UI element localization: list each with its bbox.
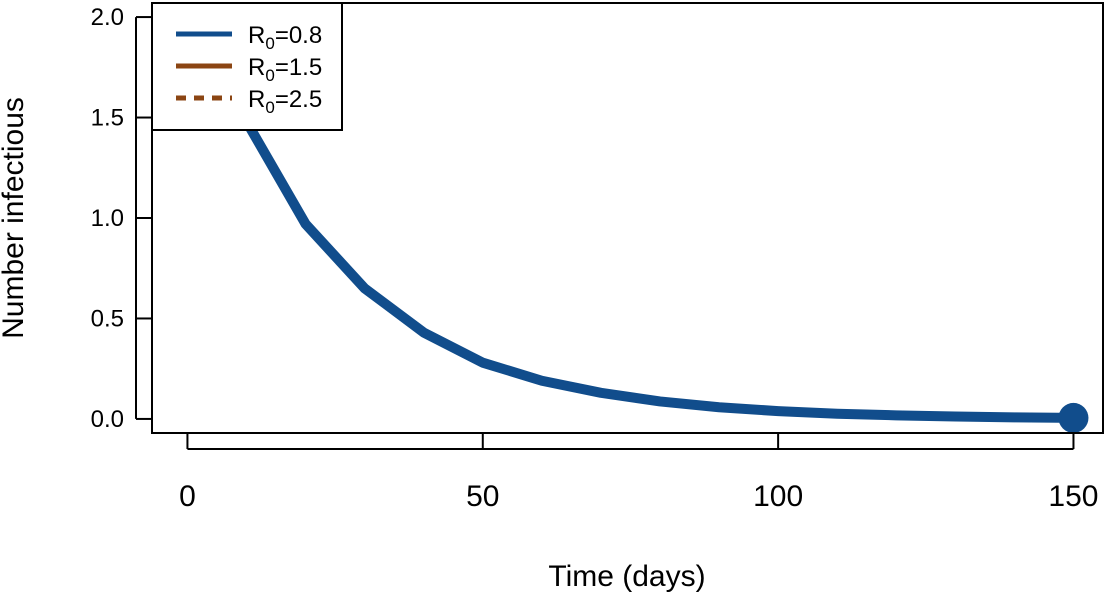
x-tick-label: 0	[179, 480, 196, 513]
y-axis: 0.0 0.5 1.0 1.5 2.0	[91, 4, 152, 433]
x-tick-label: 100	[753, 480, 803, 513]
legend-label: R0=2.5	[248, 86, 322, 117]
x-tick-label: 50	[466, 480, 499, 513]
x-axis-title: Time (days)	[548, 560, 705, 593]
x-axis: 0 50 100 150	[179, 434, 1098, 513]
y-axis-title: Number infectious	[0, 97, 30, 339]
y-tick-label: 1.5	[91, 105, 124, 132]
y-tick-label: 1.0	[91, 205, 124, 232]
legend-label: R0=0.8	[248, 22, 322, 53]
legend-label: R0=1.5	[248, 54, 322, 85]
x-tick-label: 150	[1048, 480, 1098, 513]
series-layer	[183, 14, 1074, 423]
end-point-marker	[1058, 402, 1089, 433]
y-tick-label: 2.0	[91, 4, 124, 31]
legend: R0=0.8R0=1.5R0=2.5	[151, 2, 343, 131]
y-tick-label: 0.5	[91, 305, 124, 332]
series-line	[183, 14, 1074, 423]
marker-layer	[1058, 402, 1089, 433]
y-tick-label: 0.0	[91, 406, 124, 433]
